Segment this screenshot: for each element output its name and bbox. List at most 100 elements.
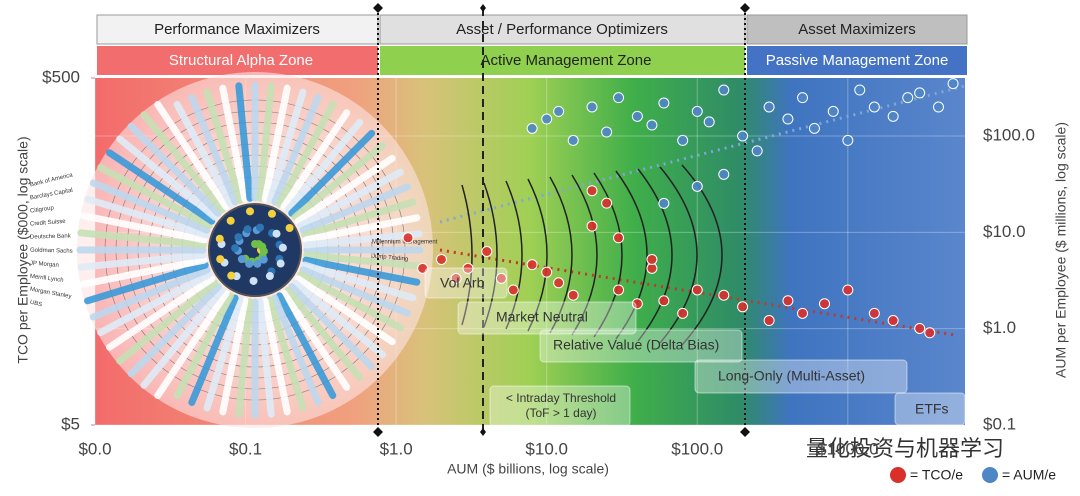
x-axis-title: AUM ($ billions, log scale): [447, 461, 609, 477]
wheel-spoke: [294, 275, 396, 346]
wheel-spoke: [291, 141, 387, 221]
point: [677, 134, 689, 146]
annotation: Market Neutral: [496, 309, 588, 325]
zone-box: [747, 46, 967, 75]
wheel-dot: [216, 255, 225, 264]
point: [526, 259, 538, 271]
point: [567, 289, 579, 301]
point: [782, 295, 794, 307]
firm-label: Jump Trading: [372, 254, 409, 263]
wheel-spoke: [276, 292, 337, 400]
wheel-spoke: [266, 296, 307, 412]
point: [541, 266, 553, 278]
wheel-spoke: [266, 88, 307, 204]
wheel-spoke: [256, 82, 275, 202]
point: [553, 105, 565, 117]
wheel-dot: [215, 234, 224, 243]
point: [677, 307, 689, 319]
wheel-dot: [285, 224, 294, 233]
wheel-spoke: [235, 298, 254, 418]
firm-label: Goldman Sachs: [30, 248, 73, 255]
point: [854, 84, 866, 96]
point: [553, 277, 565, 289]
markers: [373, 3, 750, 437]
point: [914, 322, 926, 334]
firm-label: Citigroup: [30, 205, 55, 214]
point: [646, 119, 658, 131]
wheel-spoke: [280, 289, 351, 391]
x-tick-label: $100.0: [671, 439, 723, 458]
arc: [461, 184, 473, 326]
wheel-spoke: [297, 168, 405, 229]
firm-label: Millennium Management: [372, 240, 438, 246]
wheel-spoke: [84, 261, 209, 305]
wheel-spoke: [188, 294, 239, 406]
point: [718, 289, 730, 301]
y2-tick-label: $1.0: [983, 318, 1016, 337]
firm-label: Morgan Stanley: [29, 287, 71, 301]
wheel-dot: [251, 240, 260, 249]
point: [902, 92, 914, 104]
wheel-spoke: [256, 298, 275, 418]
point: [658, 197, 670, 209]
point: [797, 307, 809, 319]
wheel-spoke: [97, 164, 213, 229]
point: [868, 101, 880, 113]
point: [763, 101, 775, 113]
point: [924, 327, 936, 339]
wheel-spoke: [173, 100, 234, 208]
point: [435, 253, 447, 265]
wheel-dot: [256, 223, 265, 232]
wheel-spoke: [219, 297, 249, 416]
wheel-spoke: [84, 195, 209, 239]
firm-label: JP Morgan: [30, 261, 59, 269]
point: [586, 185, 598, 197]
wheel-dot: [278, 243, 287, 252]
wheel-spoke: [97, 271, 213, 336]
point: [932, 101, 944, 113]
point: [842, 134, 854, 146]
point: [827, 105, 839, 117]
wheel-dot: [267, 209, 276, 218]
wheel-spoke: [302, 256, 421, 286]
wheel-spoke: [276, 100, 337, 208]
wheel-spoke: [301, 261, 417, 302]
point: [507, 284, 519, 296]
wheel-spoke: [79, 212, 208, 244]
point: [718, 168, 730, 180]
y-tick-label: $500: [42, 67, 80, 86]
threshold-note: < Intraday Threshold: [506, 391, 616, 405]
wheel-spoke: [288, 283, 376, 371]
arc: [527, 178, 548, 332]
wheel-spoke: [284, 286, 364, 382]
point: [703, 116, 715, 128]
point: [737, 130, 749, 142]
header: Performance Maximizers: [154, 21, 320, 38]
wheel-dot: [265, 272, 274, 281]
firm-label: Deutsche Bank: [30, 233, 72, 240]
point: [613, 92, 625, 104]
annotation: ETFs: [915, 401, 948, 417]
arc: [637, 168, 673, 342]
wheel-spoke: [127, 283, 222, 378]
watermark: 量化投资与机器学习: [806, 436, 1004, 461]
wheel-spoke: [219, 84, 249, 203]
point: [819, 298, 831, 310]
point: [797, 92, 809, 104]
point: [450, 272, 462, 284]
point: [658, 97, 670, 109]
wheel-dot: [227, 271, 236, 280]
wheel-spoke: [203, 296, 244, 412]
point: [737, 301, 749, 313]
wheel-spoke: [235, 82, 254, 202]
firm-label: Merrill Lynch: [30, 274, 64, 284]
wheel-dot: [272, 229, 281, 238]
point: [658, 295, 670, 307]
wheel-spoke: [105, 149, 216, 225]
wheel-spoke: [140, 111, 226, 214]
point: [887, 315, 899, 327]
wheel-dot: [226, 216, 235, 225]
arc: [505, 180, 523, 330]
